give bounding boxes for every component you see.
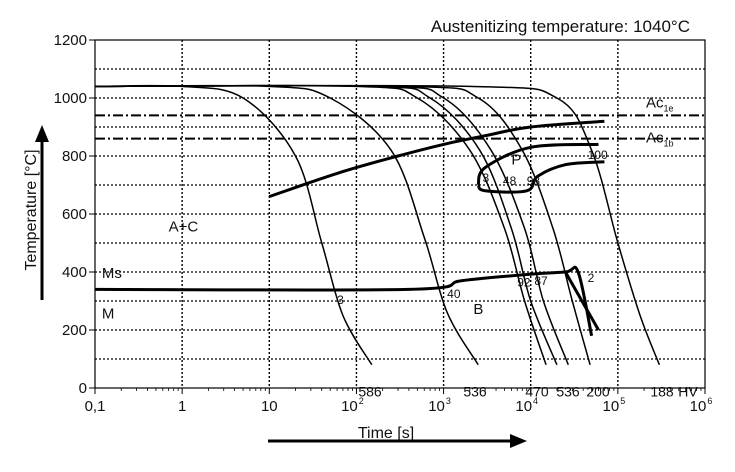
hardness-label: 200 bbox=[586, 383, 610, 399]
critical-line-subscript: 1e bbox=[664, 103, 674, 113]
axes: 0 200 400 600 800 1000 1200 0,1 1 10 102 103 104 105 1… bbox=[54, 32, 713, 415]
phase-percent-label: 100 bbox=[588, 148, 608, 162]
phase-percent-label: 87 bbox=[534, 274, 548, 288]
critical-temperature-lines: Ac1e Ac1b bbox=[95, 94, 705, 149]
y-tick-label: 200 bbox=[62, 322, 87, 339]
x-tick-exponent: 2 bbox=[359, 396, 364, 406]
transformation-lines bbox=[94, 119, 605, 337]
x-tick-label: 102 bbox=[341, 396, 364, 415]
phase-percent-label: 92 bbox=[517, 276, 531, 290]
phase-percent-label: 48 bbox=[503, 174, 517, 188]
x-tick-label: 10 bbox=[261, 398, 278, 415]
y-tick-label: 600 bbox=[62, 206, 87, 223]
x-tick-label: 104 bbox=[515, 396, 538, 415]
x-tick-exponent: 4 bbox=[533, 396, 538, 406]
critical-line-label: Ac1e bbox=[646, 94, 674, 113]
x-tick-label: 0,1 bbox=[85, 398, 106, 415]
transformation-line bbox=[268, 119, 605, 199]
transformation-line bbox=[564, 271, 600, 331]
chart-title: Austenitizing temperature: 1040°C bbox=[431, 17, 690, 36]
transformation-line bbox=[476, 160, 605, 194]
y-tick-label: 1000 bbox=[54, 90, 87, 107]
hardness-label: 536 bbox=[556, 383, 580, 399]
critical-line-subscript: 1b bbox=[664, 139, 674, 149]
x-axis-arrow-head bbox=[510, 434, 527, 448]
region-label: P bbox=[511, 152, 521, 169]
transformation-line bbox=[476, 142, 599, 186]
phase-percent-label: 2 bbox=[588, 271, 595, 285]
phase-percent-label: 3 bbox=[337, 293, 344, 307]
x-tick-label: 103 bbox=[428, 396, 451, 415]
region-label: B bbox=[473, 301, 483, 318]
y-axis-label: Temperature [°C] bbox=[23, 149, 40, 270]
region-label: Ms bbox=[102, 265, 122, 282]
hardness-label: 536 bbox=[463, 383, 487, 399]
x-tick-label: 1 bbox=[178, 398, 186, 415]
x-axis-label: Time [s] bbox=[358, 425, 414, 442]
hardness-label: 188 bbox=[650, 383, 674, 399]
phase-percent-label: 3 bbox=[483, 171, 490, 185]
grid bbox=[95, 40, 705, 388]
cooling-curves bbox=[94, 84, 661, 366]
hardness-unit: HV bbox=[678, 383, 698, 399]
x-tick-exponent: 3 bbox=[446, 396, 451, 406]
y-tick-label: 1200 bbox=[54, 32, 87, 49]
region-label: A+C bbox=[169, 218, 199, 235]
region-label: M bbox=[102, 305, 115, 322]
y-tick-label: 0 bbox=[79, 380, 87, 397]
transformation-line bbox=[94, 265, 594, 337]
y-tick-label: 400 bbox=[62, 264, 87, 281]
y-axis-arrow-head bbox=[35, 125, 49, 142]
x-tick-exponent: 5 bbox=[620, 396, 625, 406]
phase-percent-label: 98 bbox=[527, 174, 541, 188]
critical-line-label: Ac1b bbox=[646, 130, 674, 149]
cooling-curve bbox=[94, 84, 558, 366]
axis-arrows bbox=[35, 125, 527, 448]
x-tick-label: 106 bbox=[690, 396, 713, 415]
x-tick-exponent: 6 bbox=[707, 396, 712, 406]
x-tick-label: 105 bbox=[603, 396, 626, 415]
phase-percent-label: 40 bbox=[447, 287, 461, 301]
y-tick-label: 800 bbox=[62, 148, 87, 165]
